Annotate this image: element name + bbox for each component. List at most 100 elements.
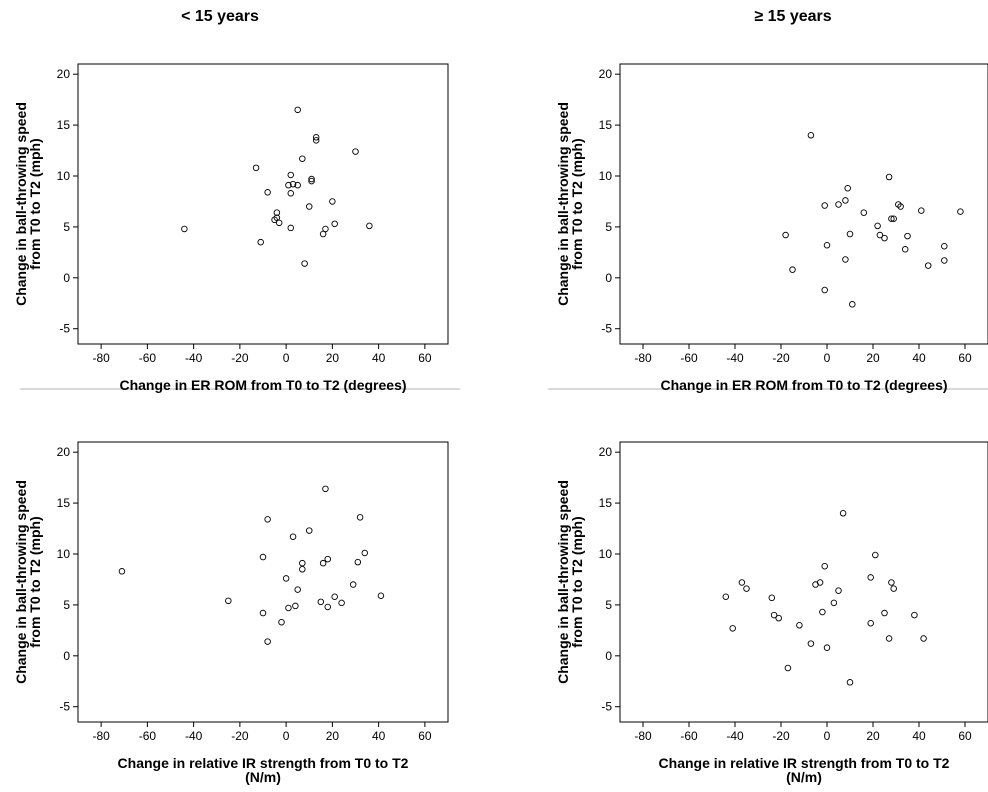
data-point (331, 220, 338, 228)
y-tick-label: -5 (601, 322, 612, 336)
data-point (789, 266, 796, 273)
y-tick-label: -5 (601, 700, 612, 714)
data-point (294, 181, 301, 189)
data-point (257, 238, 264, 246)
data-point (957, 208, 964, 215)
data-point (289, 180, 297, 188)
data-point (324, 603, 332, 611)
x-tick-label: 60 (958, 729, 972, 743)
data-point (287, 224, 295, 232)
data-point (807, 132, 815, 139)
data-point (292, 602, 299, 610)
data-point (299, 155, 306, 162)
data-point (361, 549, 369, 557)
x-tick-label: -40 (726, 351, 744, 365)
x-tick-label: -20 (772, 351, 790, 365)
data-point (285, 604, 292, 612)
data-point (846, 230, 854, 238)
y-tick-label: 10 (599, 547, 613, 561)
data-point (796, 622, 803, 629)
y-axis-label: Change in ball-throwing speedfrom T0 to … (13, 480, 43, 684)
x-tick-label: -40 (185, 729, 203, 743)
column-title-under-15: < 15 years (181, 8, 259, 25)
data-point (874, 222, 881, 230)
data-point (924, 262, 932, 269)
data-point (860, 209, 868, 216)
data-point (319, 230, 327, 238)
column-title-15-plus: ≥ 15 years (754, 8, 832, 25)
data-point (784, 664, 792, 672)
x-tick-label: 40 (372, 729, 386, 743)
data-point (821, 286, 828, 294)
data-point (118, 568, 126, 575)
data-point (312, 137, 320, 144)
x-tick-label: -20 (772, 729, 790, 743)
data-point (729, 625, 736, 632)
x-tick-label: 20 (866, 351, 880, 365)
plot-frame (619, 441, 988, 723)
x-tick-label: 0 (283, 729, 290, 743)
data-point (225, 597, 232, 605)
data-point (282, 575, 290, 582)
data-point (329, 198, 336, 205)
data-point (722, 593, 730, 601)
data-point (322, 485, 329, 493)
divider-right (548, 388, 988, 390)
data-point (835, 201, 842, 208)
data-point (377, 592, 385, 599)
y-tick-label: 5 (63, 598, 70, 612)
plot-frame (77, 441, 449, 723)
data-point (306, 527, 313, 534)
x-axis-label: Change in relative IR strength from T0 t… (118, 755, 409, 785)
data-point (770, 611, 778, 619)
data-point (816, 579, 824, 586)
y-axis-label: Change in ball-throwing speedfrom T0 to … (555, 102, 585, 306)
x-tick-label: -20 (231, 729, 249, 743)
x-tick-label: 20 (326, 351, 340, 365)
data-point (312, 134, 320, 141)
data-point (181, 225, 188, 233)
data-point (294, 106, 301, 114)
x-tick-label: -60 (139, 729, 157, 743)
data-point (259, 609, 267, 617)
x-tick-label: 40 (372, 351, 386, 365)
data-point (881, 234, 888, 242)
y-axis-label: Change in ball-throwing speedfrom T0 to … (555, 480, 585, 684)
data-point (849, 301, 856, 308)
data-point (366, 222, 373, 230)
data-point (885, 173, 893, 181)
data-point (294, 586, 301, 593)
y-axis-label: Change in ball-throwing speedfrom T0 to … (13, 102, 43, 306)
y-tick-label: 20 (57, 67, 71, 81)
data-point (823, 241, 831, 249)
x-tick-label: -80 (92, 729, 110, 743)
x-tick-label: -80 (92, 351, 110, 365)
data-point (901, 246, 909, 253)
data-point (842, 197, 849, 204)
y-tick-label: 20 (57, 445, 71, 459)
data-point (941, 257, 948, 264)
x-tick-label: 40 (912, 351, 926, 365)
y-tick-label: 20 (599, 445, 613, 459)
data-point (807, 640, 815, 647)
y-tick-label: 0 (605, 649, 612, 663)
x-tick-label: 20 (866, 729, 880, 743)
data-point (301, 260, 308, 267)
y-tick-label: 15 (57, 118, 71, 132)
data-point (306, 203, 313, 210)
data-point (842, 256, 849, 263)
data-point (890, 215, 897, 223)
y-tick-label: -5 (59, 322, 70, 336)
data-point (264, 189, 271, 196)
y-tick-label: 5 (63, 220, 70, 234)
x-tick-label: 20 (326, 729, 340, 743)
y-tick-label: 15 (599, 496, 613, 510)
x-tick-label: 60 (418, 729, 432, 743)
data-point (876, 231, 884, 239)
data-point (839, 510, 847, 517)
data-point (252, 164, 260, 172)
data-point (287, 190, 295, 197)
x-tick-label: 60 (958, 351, 972, 365)
data-point (743, 585, 750, 592)
y-tick-label: 10 (57, 169, 71, 183)
